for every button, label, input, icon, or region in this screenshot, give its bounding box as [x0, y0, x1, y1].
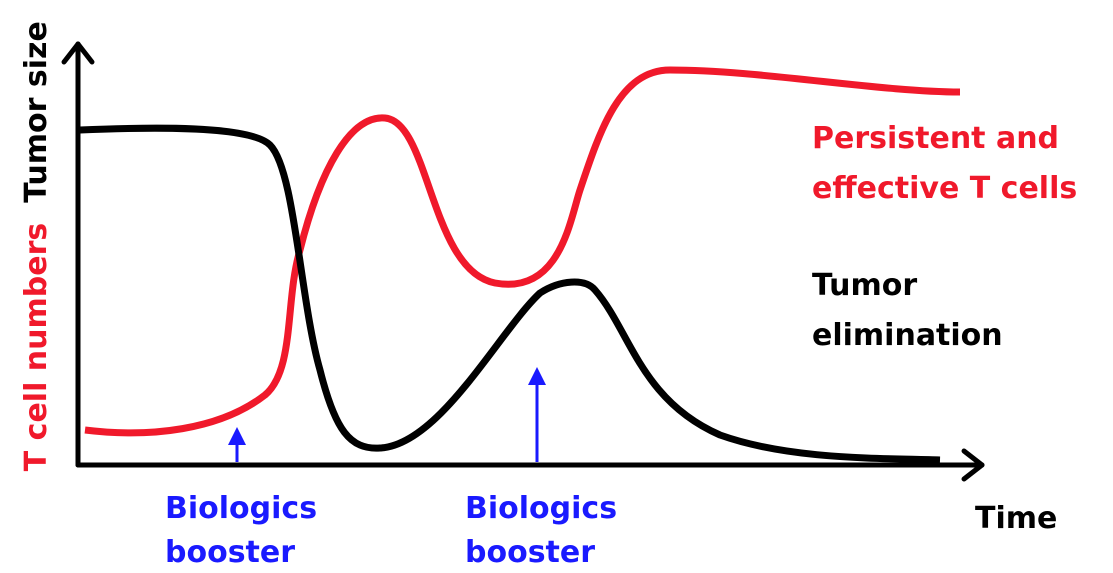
curve-label: elimination	[812, 318, 1003, 353]
t-cell-curve	[84, 66, 961, 437]
annotation: Biologics	[165, 491, 317, 526]
x-axis-arrow	[961, 448, 985, 482]
annotation: booster	[165, 535, 295, 570]
y-axis-label: T cell numbers	[19, 223, 54, 472]
x-axis-label: Time	[975, 501, 1057, 536]
curve-label: Tumor	[812, 268, 917, 303]
curve-label: Persistent and	[812, 121, 1059, 156]
tumor-curve	[79, 124, 941, 464]
annotation: booster	[465, 535, 595, 570]
axes	[61, 41, 985, 482]
y-axis-arrow	[61, 41, 95, 65]
curve-label: effective T cells	[812, 171, 1077, 206]
annotation: Biologics	[465, 491, 617, 526]
y-axis-label: Tumor size	[19, 21, 54, 203]
